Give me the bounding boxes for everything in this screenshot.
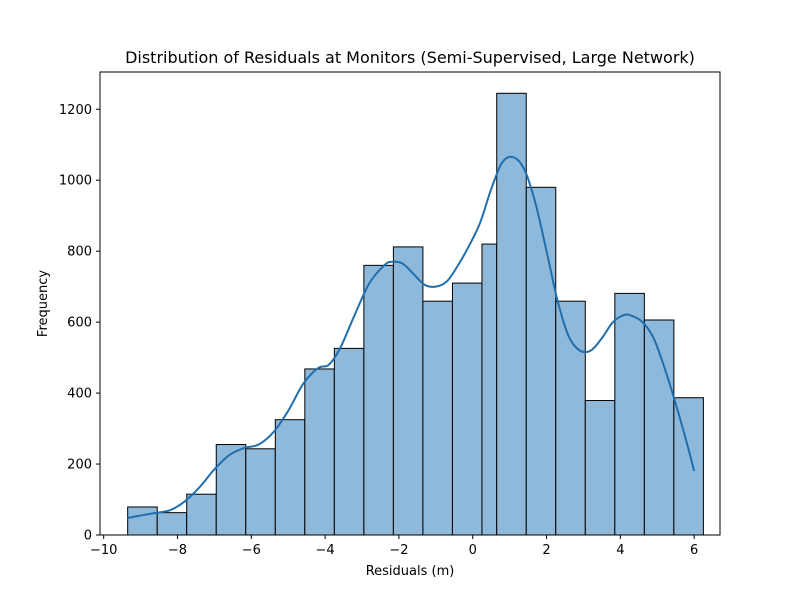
histogram-bar-13: [496, 92, 527, 536]
histogram-bar-11: [451, 282, 483, 536]
chart-title: Distribution of Residuals at Monitors (S…: [125, 48, 695, 67]
y-tick-label: 0: [84, 529, 92, 544]
histogram-bar-7: [333, 347, 365, 536]
y-tick-label: 800: [67, 245, 92, 260]
histogram-bar-17: [614, 292, 645, 536]
y-tick-label: 1200: [59, 103, 92, 118]
kde-line: [127, 155, 696, 519]
histogram-bar-10: [422, 300, 453, 536]
histogram-bar-4: [245, 448, 276, 536]
x-axis-ticks: −10 −8 −6 −4 −2 0 2 4 6: [90, 535, 698, 558]
x-tick-label: −6: [242, 543, 261, 558]
histogram-bar-14: [525, 186, 557, 536]
y-tick-label: 1000: [59, 174, 92, 189]
histogram-bar-18: [643, 319, 675, 536]
plot-frame: [99, 71, 721, 536]
histogram-bar-19: [673, 397, 704, 536]
x-tick-label: 4: [616, 543, 624, 558]
y-axis-ticks: 0 200 400 600 800 1000 1200: [59, 103, 100, 544]
histogram-bar-15: [555, 300, 586, 536]
histogram-bars: [127, 92, 704, 536]
x-axis-title: Residuals (m): [366, 564, 455, 579]
y-tick-label: 400: [67, 387, 92, 402]
x-tick-label: −2: [389, 543, 408, 558]
histogram-bar-3: [215, 444, 247, 536]
histogram-bar-9: [392, 246, 424, 536]
histogram-bar-8: [363, 264, 394, 536]
y-tick-label: 600: [67, 316, 92, 331]
histogram-bar-1: [156, 512, 188, 536]
x-tick-label: −4: [316, 543, 335, 558]
x-tick-label: −10: [90, 543, 117, 558]
y-axis-title: Frequency: [36, 270, 51, 337]
x-tick-label: 0: [469, 543, 477, 558]
x-tick-label: −8: [168, 543, 187, 558]
histogram-bar-5: [274, 419, 306, 536]
x-tick-label: 2: [542, 543, 550, 558]
histogram-bar-0: [127, 506, 158, 536]
x-tick-label: 6: [690, 543, 698, 558]
histogram-bar-2: [186, 493, 217, 536]
histogram-bar-6: [304, 368, 335, 536]
y-tick-label: 200: [67, 458, 92, 473]
histogram-bar-12: [481, 243, 498, 536]
histogram-bar-16: [584, 400, 616, 536]
